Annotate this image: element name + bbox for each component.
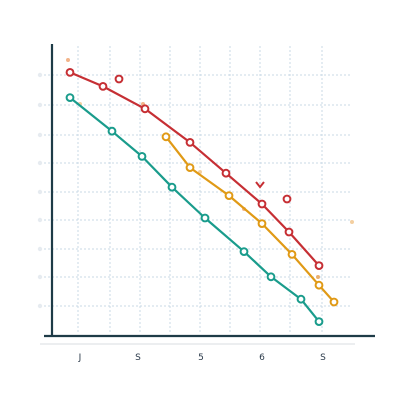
- stray-dot: [316, 275, 320, 279]
- data-point: [329, 297, 339, 307]
- x-tick-label: S: [320, 353, 326, 363]
- data-point: [239, 247, 249, 257]
- data-point: [185, 163, 195, 173]
- grid-tick-dot: [37, 303, 43, 309]
- stray-dot: [66, 58, 70, 62]
- grid: [37, 46, 352, 334]
- data-point: [98, 82, 108, 91]
- grid-tick-dot: [37, 274, 43, 280]
- x-tick-label: J: [78, 353, 82, 363]
- data-point: [185, 138, 195, 147]
- data-point: [200, 213, 210, 223]
- data-point: [65, 68, 75, 77]
- stray-check-mark: [255, 181, 265, 189]
- grid-tick-dot: [37, 160, 43, 166]
- data-point: [221, 168, 231, 178]
- data-point: [257, 199, 267, 209]
- data-point: [140, 104, 150, 114]
- data-point: [107, 126, 117, 136]
- data-point: [137, 152, 147, 161]
- data-point: [296, 294, 306, 304]
- series-group: [65, 68, 339, 327]
- data-point: [266, 272, 276, 282]
- grid-tick-dot: [37, 217, 43, 223]
- stray-marker: [114, 74, 124, 84]
- data-point: [314, 317, 324, 327]
- data-point: [161, 132, 171, 142]
- series-line: [69, 71, 320, 267]
- x-tick-label: 5: [198, 353, 204, 363]
- x-tick-labels: J S 5 6 S: [78, 353, 326, 363]
- data-point: [65, 93, 75, 102]
- data-point: [314, 261, 324, 271]
- grid-tick-dot: [37, 72, 43, 78]
- data-point: [287, 250, 297, 259]
- series-line: [69, 96, 320, 323]
- data-point: [284, 227, 294, 237]
- x-tick-label: 6: [259, 353, 265, 363]
- stray-markers: [66, 58, 354, 279]
- grid-tick-dot: [37, 246, 43, 252]
- data-point: [257, 219, 267, 229]
- grid-tick-dot: [37, 189, 43, 195]
- x-tick-label: S: [135, 353, 141, 363]
- data-point: [167, 182, 177, 192]
- data-point: [224, 191, 234, 201]
- stray-dot: [350, 220, 354, 224]
- stray-marker: [282, 194, 292, 204]
- grid-tick-dot: [37, 132, 43, 138]
- grid-tick-dot: [37, 102, 43, 108]
- data-point: [314, 280, 324, 290]
